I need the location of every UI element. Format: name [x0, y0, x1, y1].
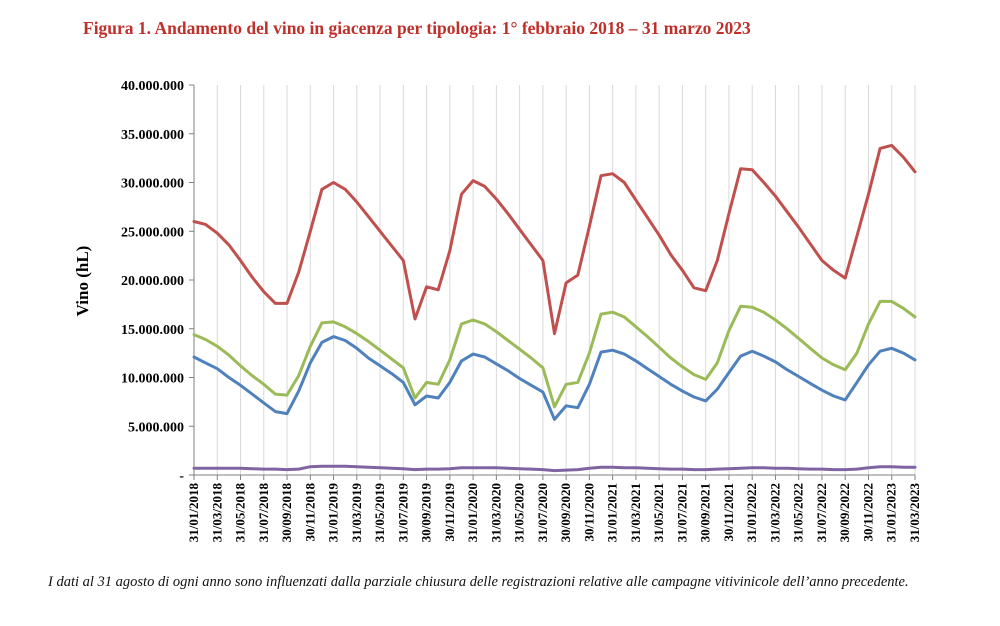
x-tick-label: 30/09/2019	[419, 483, 434, 543]
x-tick-label: 31/07/2018	[256, 483, 271, 543]
y-tick-label: 35.000.000	[121, 128, 184, 143]
x-tick-label: 30/11/2022	[860, 483, 875, 542]
y-axis: - 5.000.000 10.000.000 15.000.000 20.000.000…	[121, 79, 195, 484]
x-tick-label: 31/01/2018	[186, 483, 201, 543]
x-tick-label: 31/01/2022	[744, 483, 759, 542]
y-tick-label: -	[179, 469, 184, 484]
x-tick-label: 30/11/2021	[721, 483, 736, 542]
series-lines	[192, 143, 917, 473]
x-tick-label: 31/03/2019	[349, 483, 364, 543]
x-tick-label: 31/03/2023	[907, 483, 922, 543]
series-line-1	[192, 143, 917, 336]
x-tick-label: 30/11/2020	[581, 483, 596, 542]
y-tick-label: 30.000.000	[121, 177, 184, 192]
x-tick-label: 30/11/2019	[442, 483, 457, 542]
x-tick-label: 31/03/2021	[628, 483, 643, 542]
figure-caption: I dati al 31 agosto di ogni anno sono in…	[48, 574, 909, 590]
x-tick-label: 31/05/2018	[233, 483, 248, 543]
x-tick-label: 30/09/2021	[698, 483, 713, 542]
x-tick-label: 31/05/2020	[512, 483, 527, 542]
y-tick-label: 20.000.000	[121, 274, 184, 289]
x-tick-label: 31/05/2019	[372, 483, 387, 543]
vertical-gridlines	[193, 85, 916, 475]
x-tick-label: 31/01/2019	[326, 483, 341, 543]
x-tick-label: 31/03/2018	[209, 483, 224, 543]
x-tick-label: 31/07/2021	[674, 483, 689, 542]
x-axis: 31/01/2018 31/03/2018 31/05/2018 31/07/2018…	[186, 474, 922, 543]
y-tick-label: 25.000.000	[121, 225, 184, 240]
x-tick-label: 31/07/2022	[814, 483, 829, 542]
y-tick-label: 40.000.000	[121, 79, 184, 94]
x-tick-label: 31/03/2020	[488, 483, 503, 542]
x-tick-label: 31/07/2020	[535, 483, 550, 542]
x-tick-label: 30/09/2020	[558, 483, 573, 542]
y-tick-label: 5.000.000	[128, 420, 184, 435]
line-chart: - 5.000.000 10.000.000 15.000.000 20.000.000…	[73, 79, 922, 543]
x-tick-label: 31/01/2020	[465, 483, 480, 542]
figure-title: Figura 1. Andamento del vino in giacenza…	[83, 18, 751, 38]
x-tick-label: 31/05/2021	[651, 483, 666, 542]
x-tick-label: 30/11/2018	[302, 483, 317, 542]
x-tick-label: 30/09/2022	[837, 483, 852, 542]
series-line-2	[192, 299, 917, 409]
y-tick-label: 15.000.000	[121, 323, 184, 338]
x-tick-label: 31/01/2023	[884, 483, 899, 543]
x-tick-label: 31/03/2022	[767, 483, 782, 542]
x-tick-label: 31/07/2019	[395, 483, 410, 543]
series-line-4	[192, 464, 917, 473]
series-line-3	[192, 335, 917, 421]
y-axis-title: Vino (hL)	[73, 246, 92, 317]
x-tick-label: 31/01/2021	[605, 483, 620, 542]
x-tick-label: 31/05/2022	[791, 483, 806, 542]
x-tick-label: 30/09/2018	[279, 483, 294, 543]
y-tick-label: 10.000.000	[121, 372, 184, 387]
